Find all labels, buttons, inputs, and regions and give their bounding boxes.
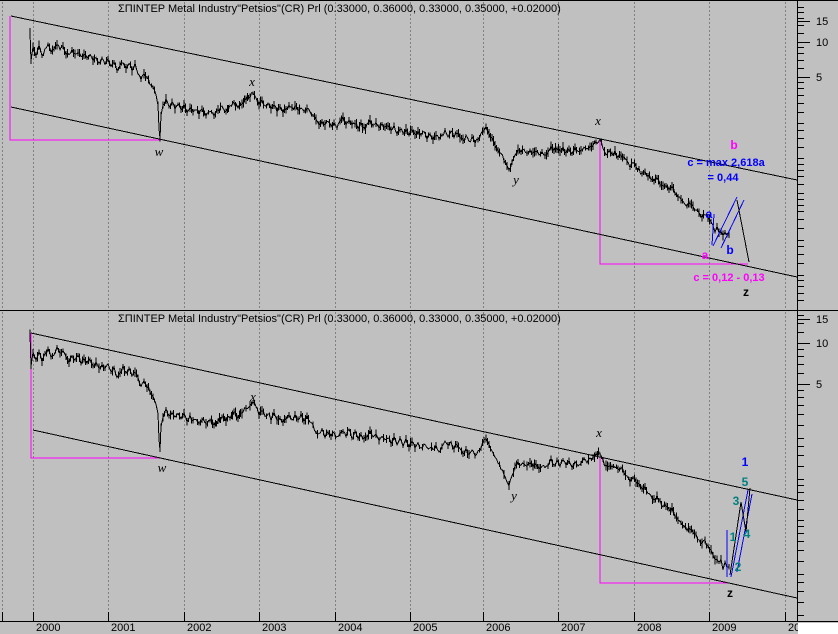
y-axis-label-5: 5 bbox=[816, 72, 822, 84]
wave-projection-line-black bbox=[745, 487, 751, 533]
x-axis-year-label: 2000 bbox=[36, 622, 60, 634]
y-axis-label-10: 10 bbox=[816, 338, 828, 350]
wave-label-w: w bbox=[155, 144, 164, 159]
wave-label-x: x bbox=[595, 425, 602, 440]
x-axis-year-label: 2005 bbox=[413, 622, 437, 634]
x-axis-year-label: 2001 bbox=[111, 622, 135, 634]
x-axis-year-label: 2007 bbox=[561, 622, 585, 634]
wave-label-y: y bbox=[509, 488, 517, 503]
annotation-label-cmax2618a: c = max 2,618a bbox=[687, 157, 765, 169]
annotation-label-2: 2 bbox=[735, 560, 742, 574]
wave-label-w: w bbox=[158, 460, 167, 475]
lower-panel-title: ΣΠΙΝΤΕΡ Metal Industry"Petsios"(CR) Prl … bbox=[118, 313, 561, 325]
wave-measure-box-1 bbox=[9, 16, 160, 141]
price-series-upper-bars bbox=[29, 27, 730, 241]
wave-projection-line-black bbox=[729, 501, 742, 576]
annotation-label-1: 1 bbox=[742, 455, 749, 469]
x-axis-year-label: 20 bbox=[788, 622, 800, 634]
annotation-label-5: 5 bbox=[742, 475, 749, 489]
wave-measure-box-2 bbox=[599, 140, 748, 265]
trend-channel-line bbox=[10, 15, 798, 181]
outside-corner bbox=[798, 623, 838, 634]
x-axis-year-label: 2006 bbox=[486, 622, 510, 634]
y-axis-label-5: 5 bbox=[816, 379, 822, 391]
x-axis-year-label: 2004 bbox=[338, 622, 362, 634]
annotation-label-a: a bbox=[702, 248, 709, 262]
wave-projection-line-black bbox=[736, 199, 750, 263]
trend-channel-line bbox=[32, 429, 798, 599]
price-series-lower-bars bbox=[29, 329, 730, 571]
wave-measure-box-1 bbox=[30, 333, 160, 459]
wave-label-x: x bbox=[249, 389, 256, 404]
annotation-label-4: 4 bbox=[744, 527, 751, 541]
x-axis-year-label: 2003 bbox=[262, 622, 286, 634]
wave-label-y: y bbox=[511, 172, 519, 187]
annotation-label-c012013: c = 0,12 - 0,13 bbox=[693, 272, 764, 284]
wave-projection-line-blue bbox=[712, 196, 738, 247]
x-axis-year-label: 2002 bbox=[187, 622, 211, 634]
wave-projection-line-blue bbox=[736, 493, 753, 573]
wave-projection-line-black bbox=[740, 501, 747, 533]
annotation-label-z: z bbox=[727, 586, 733, 600]
wave-label-x: x bbox=[248, 74, 255, 89]
annotation-label-1: 1 bbox=[730, 530, 737, 544]
x-axis-year-label: 2009 bbox=[712, 622, 736, 634]
wave-label-x: x bbox=[594, 113, 601, 128]
annotation-label-a: a bbox=[706, 207, 713, 221]
x-axis-year-label: 2008 bbox=[637, 622, 661, 634]
wave-projection-line-blue bbox=[720, 199, 745, 249]
annotation-label-z: z bbox=[743, 285, 749, 299]
wave-projection-line-blue bbox=[711, 213, 715, 246]
upper-panel-title: ΣΠΙΝΤΕΡ Metal Industry"Petsios"(CR) Prl … bbox=[118, 3, 561, 15]
annotation-label-3: 3 bbox=[733, 494, 740, 508]
annotation-label-044: = 0,44 bbox=[708, 172, 740, 184]
y-axis-label-15: 15 bbox=[816, 314, 828, 326]
trend-channel-line bbox=[10, 106, 798, 278]
annotation-label-b: b bbox=[730, 138, 737, 152]
y-axis-label-10: 10 bbox=[816, 37, 828, 49]
annotation-label-b: b bbox=[726, 243, 733, 257]
trend-channel-line bbox=[30, 332, 798, 501]
wave-measure-box-2 bbox=[599, 457, 730, 584]
y-axis-label-15: 15 bbox=[816, 16, 828, 28]
wave-projection-line-blue bbox=[730, 489, 749, 578]
